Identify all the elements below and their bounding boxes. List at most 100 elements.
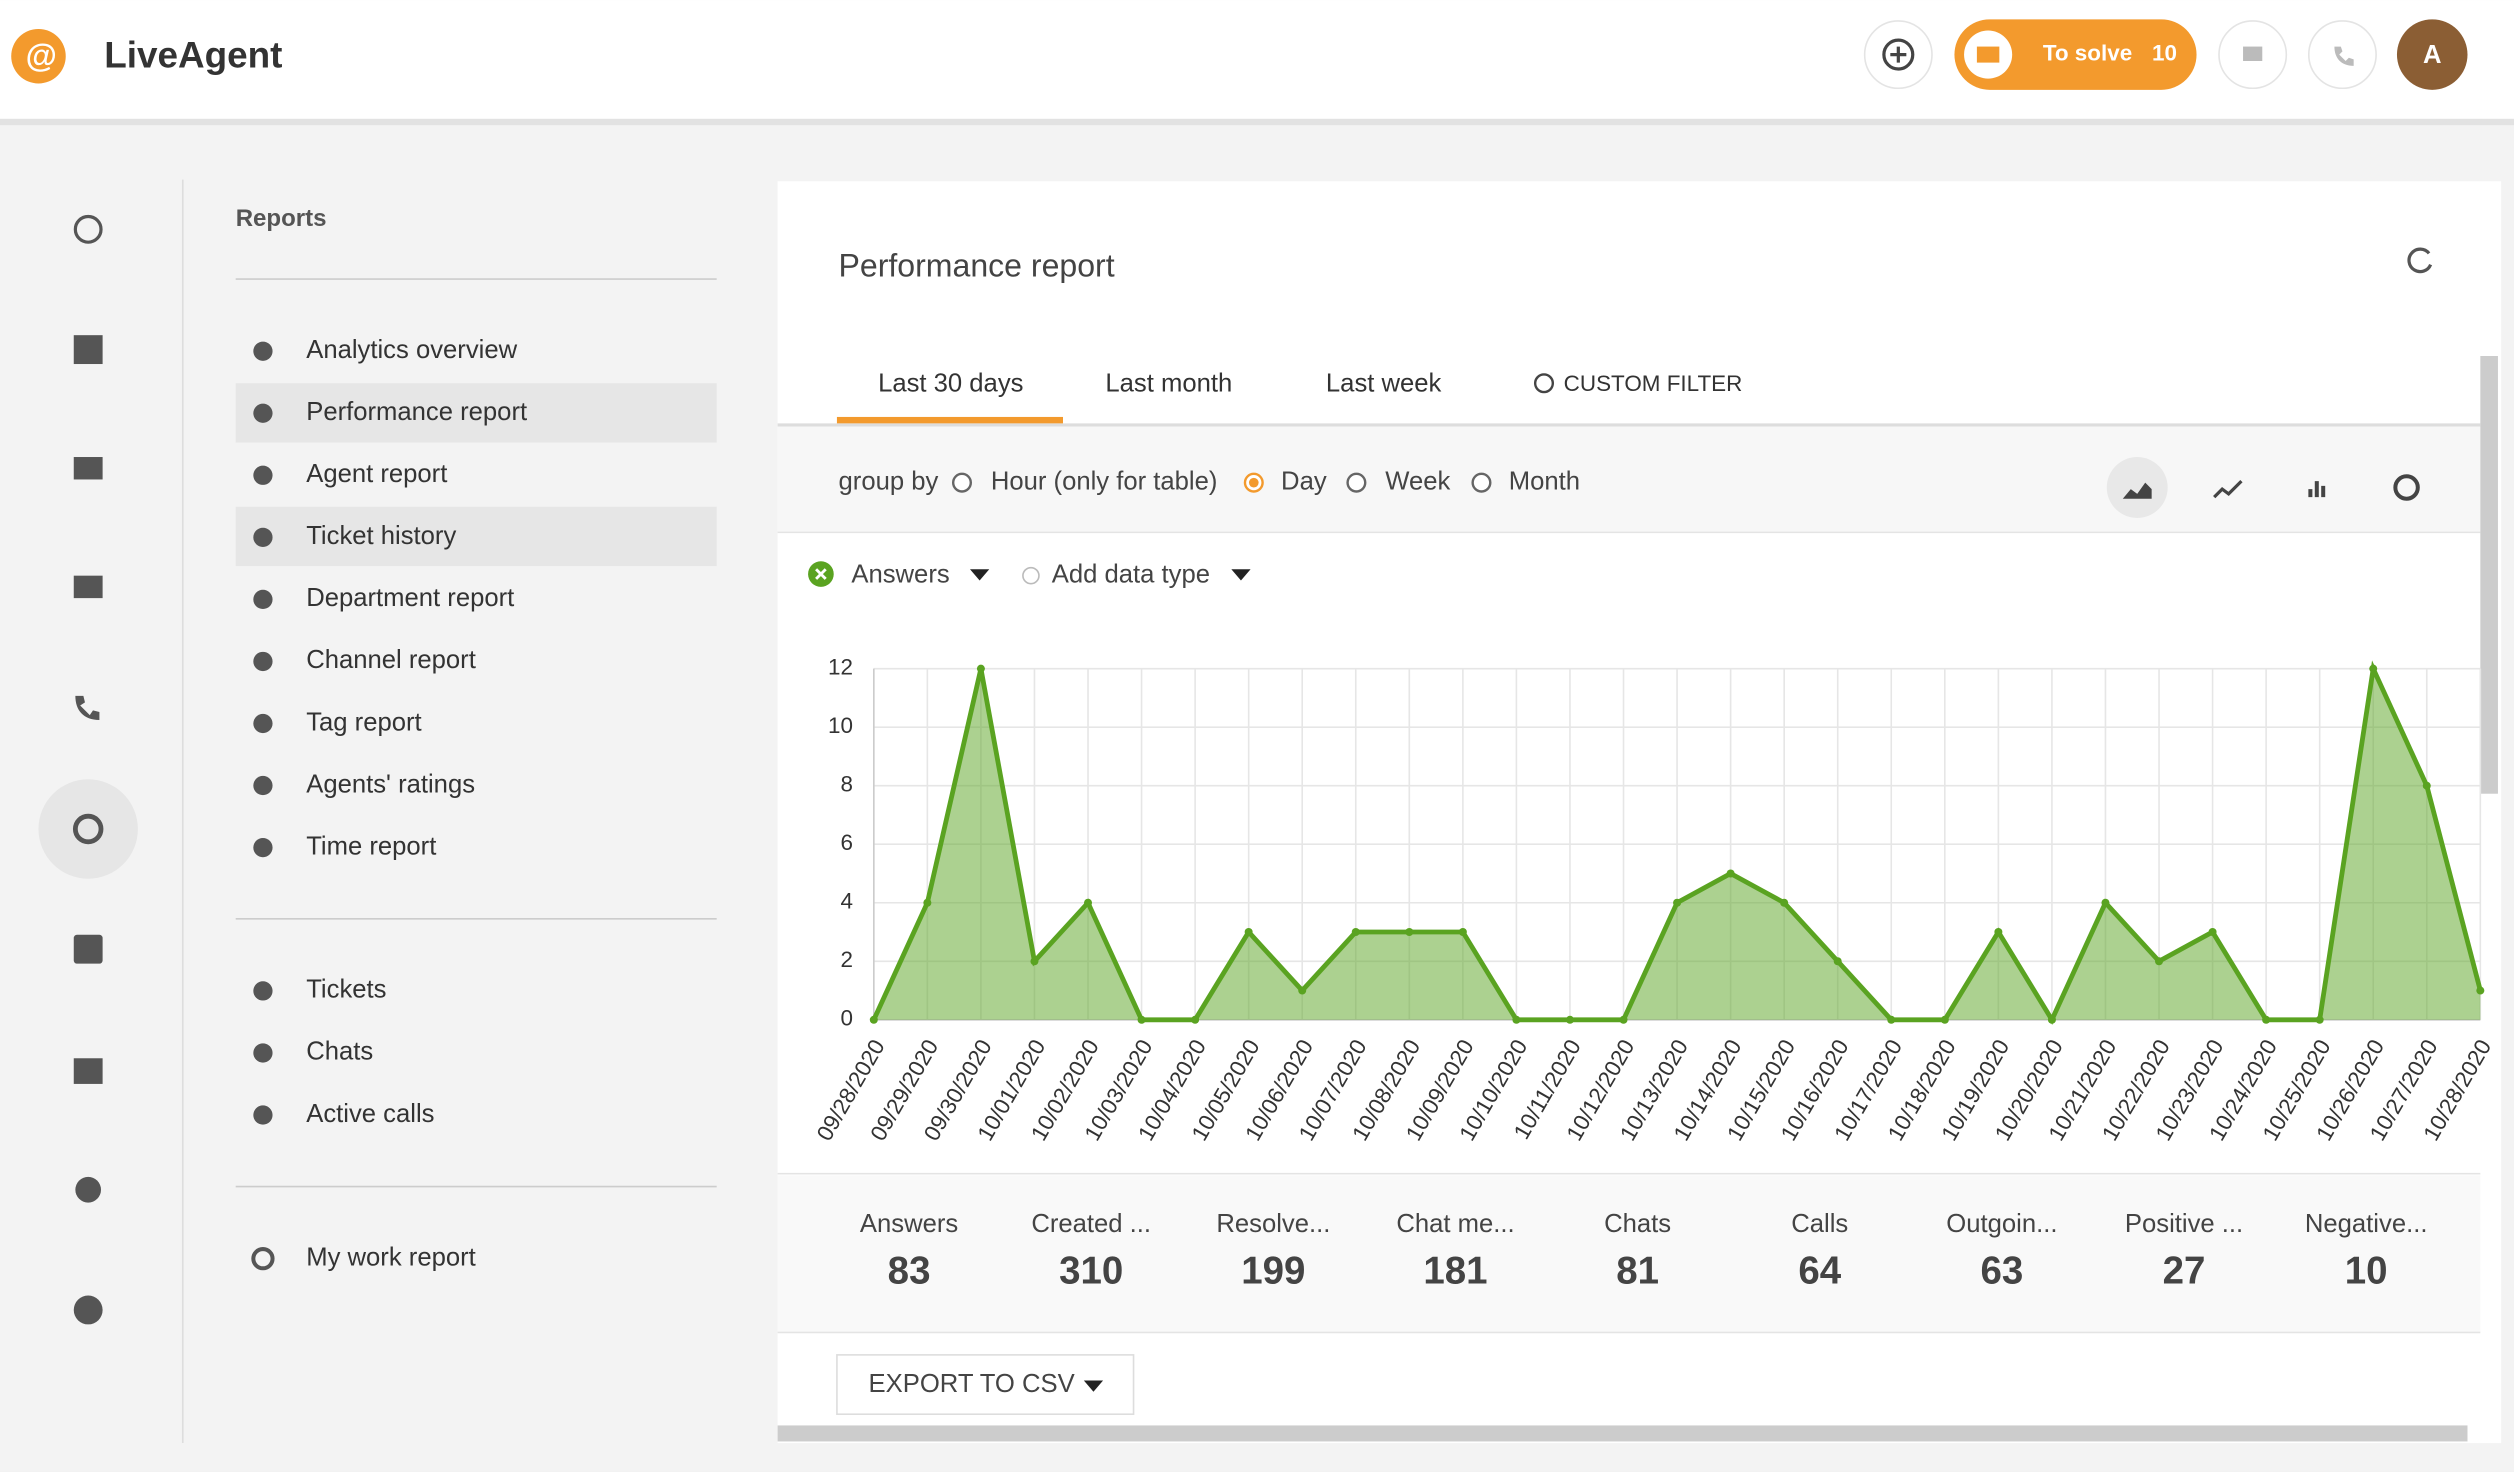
nav-icon [253, 404, 272, 423]
nav-item[interactable]: Agent report [306, 460, 447, 488]
rail-icon[interactable] [74, 935, 103, 964]
radio[interactable] [1473, 474, 1491, 492]
nav-item[interactable]: My work report [306, 1243, 476, 1271]
stat-value: 64 [1798, 1249, 1841, 1292]
rail-icon[interactable] [74, 457, 103, 479]
nav-icon [253, 981, 272, 1000]
header-shadow [0, 119, 2514, 125]
rail-icon[interactable] [75, 1177, 101, 1203]
point[interactable] [1994, 928, 2002, 936]
group-option[interactable]: Day [1281, 467, 1327, 495]
radio[interactable] [1348, 474, 1366, 492]
nav-item[interactable]: Active calls [306, 1100, 434, 1128]
group-option[interactable]: Hour (only for table) [991, 467, 1218, 495]
point[interactable] [2209, 928, 2217, 936]
stat-value: 83 [888, 1249, 931, 1292]
stat-label: Calls [1791, 1210, 1848, 1238]
group-option[interactable]: Week [1385, 467, 1450, 495]
stat-label: Chats [1604, 1210, 1671, 1238]
point[interactable] [1941, 1016, 1949, 1024]
nav-icon [253, 776, 272, 795]
nav-icon [253, 652, 272, 671]
point[interactable] [1566, 1016, 1574, 1024]
nav-item[interactable]: Time report [306, 832, 436, 860]
point[interactable] [1459, 928, 1467, 936]
tab[interactable]: Last month [1105, 370, 1232, 398]
point[interactable] [2155, 957, 2163, 965]
rail-icon[interactable] [74, 1058, 103, 1084]
y-tick-label: 6 [840, 830, 852, 855]
y-tick-label: 12 [828, 655, 853, 680]
scrollbar[interactable] [2480, 356, 2498, 794]
point[interactable] [2048, 1016, 2056, 1024]
point[interactable] [1138, 1016, 1146, 1024]
radio[interactable] [953, 474, 971, 492]
point[interactable] [2101, 899, 2109, 907]
point[interactable] [1084, 899, 1092, 907]
nav-icon [253, 838, 272, 857]
y-tick-label: 8 [840, 772, 852, 797]
group-option[interactable]: Month [1509, 467, 1580, 495]
point[interactable] [1405, 928, 1413, 936]
point[interactable] [1780, 899, 1788, 907]
stat-value: 10 [2345, 1249, 2388, 1292]
radio-dot [1249, 478, 1259, 488]
point[interactable] [1352, 928, 1360, 936]
legend-label[interactable]: Answers [851, 560, 949, 588]
point[interactable] [2262, 1016, 2270, 1024]
nav-item[interactable]: Performance report [306, 398, 527, 426]
point[interactable] [2369, 665, 2377, 673]
point[interactable] [2316, 1016, 2324, 1024]
nav-item[interactable]: Tickets [306, 976, 386, 1004]
rail-icon[interactable] [74, 335, 103, 364]
tab[interactable]: Last 30 days [878, 370, 1023, 398]
point[interactable] [1673, 899, 1681, 907]
point[interactable] [1245, 928, 1253, 936]
point[interactable] [977, 665, 985, 673]
point[interactable] [1512, 1016, 1520, 1024]
y-tick-label: 2 [840, 947, 852, 972]
to-solve-count: 10 [2152, 41, 2177, 66]
stat-value: 181 [1423, 1249, 1487, 1292]
stat-label: Chat me... [1396, 1210, 1514, 1238]
avatar-letter: A [2423, 41, 2442, 69]
nav-item[interactable]: Ticket history [306, 522, 456, 550]
nav-item[interactable]: Chats [306, 1038, 373, 1066]
stat-label: Created ... [1031, 1210, 1151, 1238]
nav-item[interactable]: Department report [306, 584, 514, 612]
point[interactable] [1727, 869, 1735, 877]
chart-type-selected [2107, 457, 2168, 518]
tab[interactable]: CUSTOM FILTER [1564, 371, 1743, 396]
point[interactable] [2476, 987, 2484, 995]
call-button[interactable] [2309, 21, 2376, 88]
sidebar-title: Reports [236, 205, 327, 232]
point[interactable] [1030, 957, 1038, 965]
add-data-type[interactable]: Add data type [1052, 560, 1210, 588]
nav-icon [253, 342, 272, 361]
nav-item[interactable]: Channel report [306, 646, 476, 674]
tab-underline [837, 417, 1063, 423]
y-tick-label: 10 [828, 713, 853, 738]
point[interactable] [1191, 1016, 1199, 1024]
scrollbar[interactable] [778, 1425, 2468, 1441]
rail-icon[interactable] [74, 576, 103, 598]
tab[interactable]: Last week [1326, 370, 1442, 398]
logo[interactable]: LiveAgent [104, 35, 282, 76]
point[interactable] [1887, 1016, 1895, 1024]
stat-value: 27 [2163, 1249, 2206, 1292]
nav-icon [253, 528, 272, 547]
nav-item[interactable]: Agents' ratings [306, 770, 475, 798]
point[interactable] [1298, 987, 1306, 995]
point[interactable] [1620, 1016, 1628, 1024]
nav-item[interactable]: Tag report [306, 708, 421, 736]
stat-label: Answers [860, 1210, 958, 1238]
point[interactable] [2423, 782, 2431, 790]
point[interactable] [923, 899, 931, 907]
nav-item[interactable]: Analytics overview [306, 336, 517, 364]
nav-icon [253, 590, 272, 609]
stat-value: 310 [1059, 1249, 1123, 1292]
point[interactable] [870, 1016, 878, 1024]
rail-icon[interactable] [74, 1296, 103, 1325]
point[interactable] [1834, 957, 1842, 965]
